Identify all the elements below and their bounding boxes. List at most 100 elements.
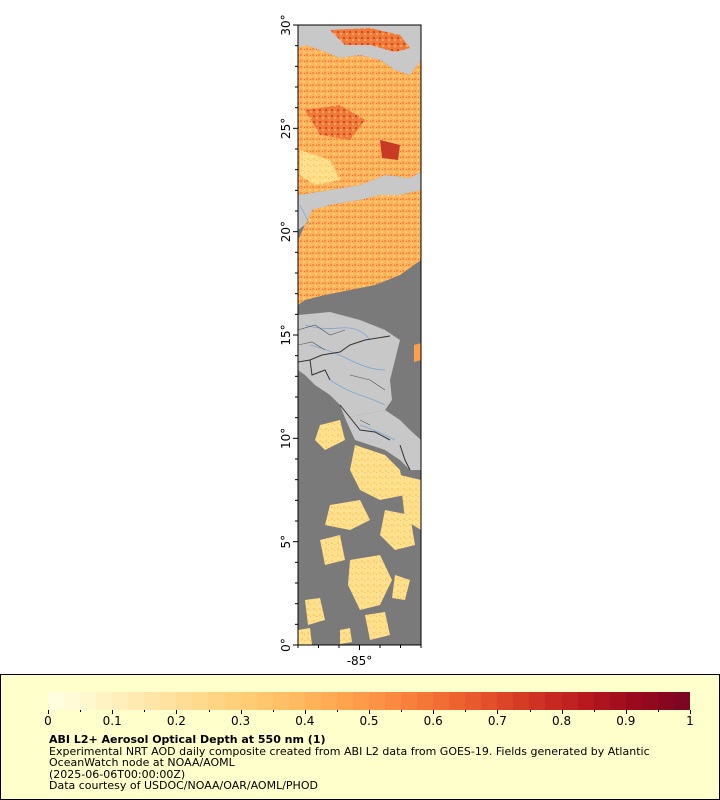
colorbar-tick [433, 710, 435, 714]
legend-title: ABI L2+ Aerosol Optical Depth at 550 nm … [49, 733, 326, 746]
colorbar-tick [112, 710, 114, 714]
latitude-ticks [293, 24, 298, 646]
colorbar-swatch [240, 692, 257, 710]
colorbar-tick [465, 710, 467, 712]
colorbar-swatch [577, 692, 594, 710]
colorbar-tick-label: 0.8 [552, 714, 572, 728]
colorbar-swatch [417, 692, 434, 710]
colorbar-tick-label: 0.1 [102, 714, 122, 728]
aod-pacific-patches [298, 420, 421, 645]
colorbar-swatch [80, 692, 97, 710]
colorbar-swatch [384, 692, 402, 710]
colorbar-swatch [352, 692, 369, 710]
aod-light-patch [300, 150, 340, 185]
colorbar-swatch [641, 692, 658, 710]
legend-text: ABI L2+ Aerosol Optical Depth at 550 nm … [49, 734, 709, 792]
lat-label: 15° [279, 324, 293, 345]
colorbar-tick-label: 0.7 [487, 714, 507, 728]
colorbar-tick [336, 710, 338, 712]
aod-high-patch-3 [380, 140, 400, 160]
colorbar-ticks [48, 710, 691, 716]
colorbar-swatch [336, 692, 353, 710]
colorbar-tick [208, 710, 210, 712]
colorbar-tick [369, 710, 370, 714]
colorbar-tick-label: 0.6 [423, 714, 443, 728]
colorbar-swatch [208, 692, 225, 710]
colorbar-swatch [449, 692, 466, 710]
colorbar-swatch [288, 692, 305, 710]
aod-high-patch [330, 28, 410, 52]
colorbar-swatch [529, 692, 546, 710]
aod-field-caribbean [298, 190, 421, 305]
state-borders [298, 324, 386, 426]
colorbar-tick [176, 710, 178, 714]
longitude-labels: -85° [347, 654, 373, 668]
colorbar-swatch [192, 692, 209, 710]
rivers [299, 204, 396, 441]
colorbar-tick [690, 710, 691, 714]
land-yucatan [298, 172, 421, 230]
colorbar-tick-label: 0.5 [359, 714, 379, 728]
colorbar-swatch [368, 692, 385, 710]
colorbar-tick [561, 710, 563, 714]
colorbar-swatch [609, 692, 626, 710]
land-panama [345, 410, 421, 470]
country-borders [298, 335, 411, 471]
colorbar-tick [529, 710, 531, 712]
colorbar-swatch [96, 692, 113, 710]
colorbar-tick [144, 710, 146, 712]
colorbar-swatch [433, 692, 450, 710]
latitude-labels: 0° 5° 10° 15° 20° 25° 30° [279, 14, 293, 651]
aod-east-strip [414, 343, 421, 362]
colorbar-tick [401, 710, 403, 712]
colorbar-swatch [64, 692, 81, 710]
lat-label: 5° [279, 535, 293, 549]
colorbar-tick-label: 0.2 [166, 714, 186, 728]
lat-label: 10° [279, 428, 293, 449]
colorbar-swatch [304, 692, 321, 710]
colorbar-swatch [112, 692, 129, 710]
colorbar-tick-label: 0.3 [231, 714, 251, 728]
colorbar-swatch [176, 692, 193, 710]
lat-label: 0° [279, 638, 293, 652]
colorbar-swatch [465, 692, 482, 710]
colorbar-swatch [272, 692, 289, 710]
aod-map: 0° 5° 10° 15° 20° 25° 30° -85° [279, 14, 422, 668]
colorbar-swatch [224, 692, 241, 710]
colorbar-tick [304, 710, 306, 714]
colorbar-tick [48, 710, 49, 714]
colorbar-swatch [673, 692, 690, 710]
colorbar-tick [80, 710, 82, 712]
colorbar-tick-label: 0.9 [616, 714, 636, 728]
colorbar-swatch [625, 692, 642, 710]
map-panel: 0° 5° 10° 15° 20° 25° 30° -85° [279, 14, 422, 668]
legend-credit: Data courtesy of USDOC/NOAA/OAR/AOML/PHO… [49, 779, 318, 792]
colorbar-swatch [48, 692, 65, 710]
colorbar-tick [593, 710, 595, 712]
colorbar-swatch [561, 692, 578, 710]
colorbar-swatch [545, 692, 562, 710]
colorbar [48, 692, 690, 710]
lat-label: 30° [279, 14, 293, 35]
colorbar-tick-label: 0.4 [295, 714, 315, 728]
colorbar-swatch [160, 692, 177, 710]
colorbar-swatch [593, 692, 610, 710]
colorbar-swatch [144, 692, 161, 710]
colorbar-swatch [481, 692, 498, 710]
colorbar-swatch [320, 692, 337, 710]
colorbar-tick [625, 710, 627, 714]
legend-date: (2025-06-06T00:00:00Z) [49, 767, 186, 781]
colorbar-tick [657, 710, 659, 712]
colorbar-tick-label: 0 [44, 714, 52, 728]
longitude-ticks [297, 645, 422, 650]
colorbar-tick [272, 710, 274, 712]
colorbar-tick-label: 1 [686, 714, 694, 728]
colorbar-tick [240, 710, 242, 714]
colorbar-swatch [657, 692, 674, 710]
lon-label: -85° [347, 654, 373, 668]
colorbar-swatch [128, 692, 145, 710]
lat-label: 25° [279, 118, 293, 139]
aod-high-patch-2 [305, 105, 365, 140]
colorbar-swatch [513, 692, 530, 710]
colorbar-tick [497, 710, 499, 714]
